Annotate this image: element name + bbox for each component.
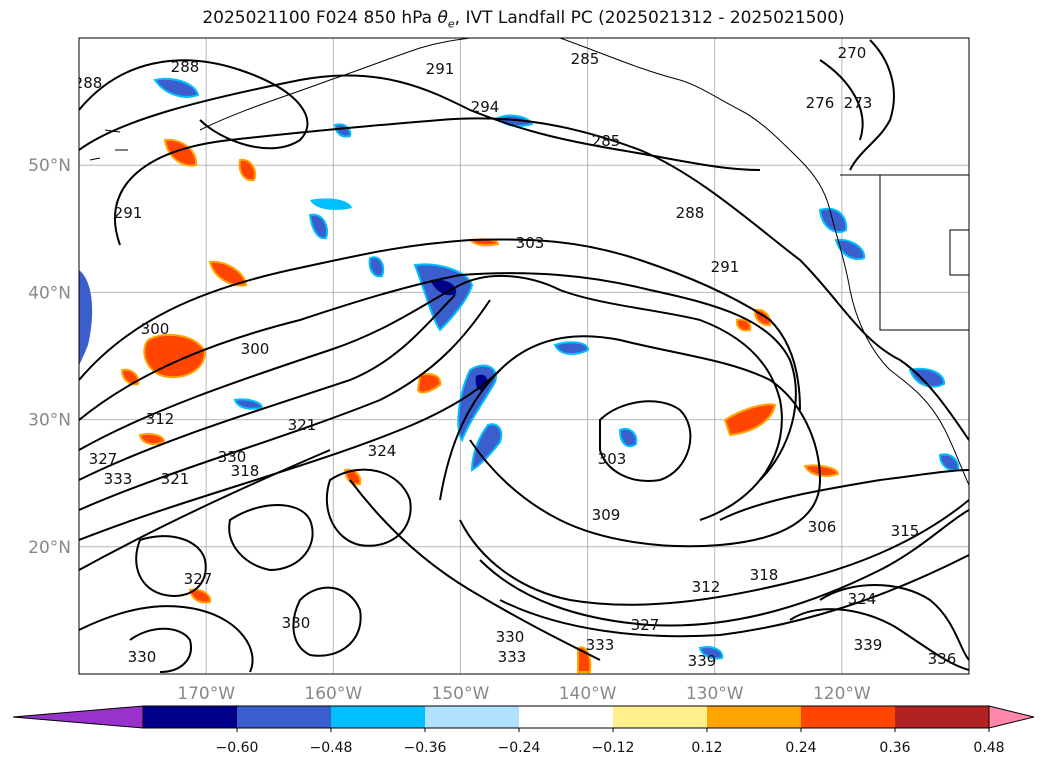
contour-label: 327 bbox=[631, 616, 660, 634]
contour-label: 300 bbox=[141, 320, 170, 338]
contour-label: 339 bbox=[854, 636, 883, 654]
colorbar-tick-label: 0.36 bbox=[879, 740, 910, 756]
colorbar-tick-label: 0.48 bbox=[973, 740, 1004, 756]
map-plot-area bbox=[79, 38, 969, 674]
contour-label: 318 bbox=[231, 462, 260, 480]
contour-label: 312 bbox=[146, 410, 175, 428]
contour-label: 333 bbox=[498, 648, 527, 666]
lat-tick-label: 30°N bbox=[28, 411, 71, 431]
theta-e-contours bbox=[79, 39, 969, 673]
lat-tick-label: 20°N bbox=[28, 538, 71, 558]
contour-label: 288 bbox=[171, 58, 200, 76]
plot-frame bbox=[78, 37, 970, 675]
contour-label: 288 bbox=[676, 204, 705, 222]
lat-tick-label: 50°N bbox=[28, 156, 71, 176]
lon-tick-label: 140°W bbox=[559, 684, 617, 704]
contour-label: 321 bbox=[288, 416, 317, 434]
colorbar-tick-label: −0.60 bbox=[216, 740, 259, 756]
contour-label: 327 bbox=[89, 450, 118, 468]
contour-label: 324 bbox=[368, 442, 397, 460]
contour-label: 330 bbox=[496, 628, 525, 646]
contour-label: 333 bbox=[586, 636, 615, 654]
lon-tick-label: 150°W bbox=[432, 684, 490, 704]
contour-label: 318 bbox=[750, 566, 779, 584]
contour-label: 306 bbox=[808, 518, 837, 536]
colorbar-segment bbox=[613, 706, 707, 728]
contour-label: 285 bbox=[571, 50, 600, 68]
contour-label: 288 bbox=[74, 74, 103, 92]
colorbar-extend-low bbox=[12, 705, 144, 729]
coastlines bbox=[89, 38, 969, 486]
colorbar-segment bbox=[519, 706, 613, 728]
lat-tick-label: 40°N bbox=[28, 283, 71, 303]
contour-label: 333 bbox=[104, 470, 133, 488]
colorbar-tick-label: −0.24 bbox=[498, 740, 541, 756]
contour-label: 291 bbox=[114, 204, 143, 222]
contour-label: 327 bbox=[184, 570, 213, 588]
contour-labels: 288 288 291 291 285 294 285 288 291 276 … bbox=[74, 44, 957, 670]
contour-label: 285 bbox=[592, 132, 621, 150]
colorbar-segment bbox=[143, 706, 237, 728]
colorbar-tick-label: 0.24 bbox=[785, 740, 816, 756]
lon-tick-label: 170°W bbox=[177, 684, 235, 704]
contour-label: 291 bbox=[426, 60, 455, 78]
contour-label: 324 bbox=[848, 590, 877, 608]
contour-label: 303 bbox=[516, 234, 545, 252]
contour-label: 273 bbox=[844, 94, 873, 112]
contour-label: 330 bbox=[128, 648, 157, 666]
contour-label: 309 bbox=[592, 506, 621, 524]
colorbar-segment bbox=[707, 706, 801, 728]
contour-label: 339 bbox=[688, 652, 717, 670]
lon-tick-label: 120°W bbox=[813, 684, 871, 704]
contour-label: 336 bbox=[928, 650, 957, 668]
colorbar-tick-label: −0.36 bbox=[404, 740, 447, 756]
map-layers: 288 288 291 291 285 294 285 288 291 276 … bbox=[74, 38, 969, 674]
contour-label: 303 bbox=[598, 450, 627, 468]
contour-label: 300 bbox=[241, 340, 270, 358]
colorbar: −0.60 −0.48 −0.36 −0.24 −0.12 0.12 0.24 0.36 0.4… bbox=[12, 705, 1035, 756]
colorbar-tick-label: −0.48 bbox=[310, 740, 353, 756]
contour-label: 330 bbox=[282, 614, 311, 632]
contour-label: 312 bbox=[692, 578, 721, 596]
colorbar-frame bbox=[142, 705, 990, 729]
chart-title: 2025021100 F024 850 hPa θe, IVT Landfall… bbox=[202, 8, 845, 31]
contour-label: 276 bbox=[806, 94, 835, 112]
colorbar-segment bbox=[425, 706, 519, 728]
contour-label: 321 bbox=[161, 470, 190, 488]
lon-tick-label: 160°W bbox=[304, 684, 362, 704]
colorbar-extend-high bbox=[988, 705, 1035, 729]
contour-label: 294 bbox=[471, 98, 500, 116]
latitude-labels: 50°N 40°N 30°N 20°N bbox=[28, 156, 71, 558]
contour-label: 270 bbox=[838, 44, 867, 62]
colorbar-tick-label: 0.12 bbox=[691, 740, 722, 756]
colorbar-segment bbox=[801, 706, 895, 728]
longitude-labels: 170°W 160°W 150°W 140°W 130°W 120°W bbox=[177, 684, 871, 704]
colorbar-tick-label: −0.12 bbox=[592, 740, 635, 756]
colorbar-segment bbox=[237, 706, 331, 728]
contour-label: 291 bbox=[711, 258, 740, 276]
colorbar-segment bbox=[895, 706, 989, 728]
contour-label: 315 bbox=[891, 522, 920, 540]
colorbar-segment bbox=[331, 706, 425, 728]
lon-tick-label: 130°W bbox=[686, 684, 744, 704]
contour-label: 330 bbox=[218, 448, 247, 466]
